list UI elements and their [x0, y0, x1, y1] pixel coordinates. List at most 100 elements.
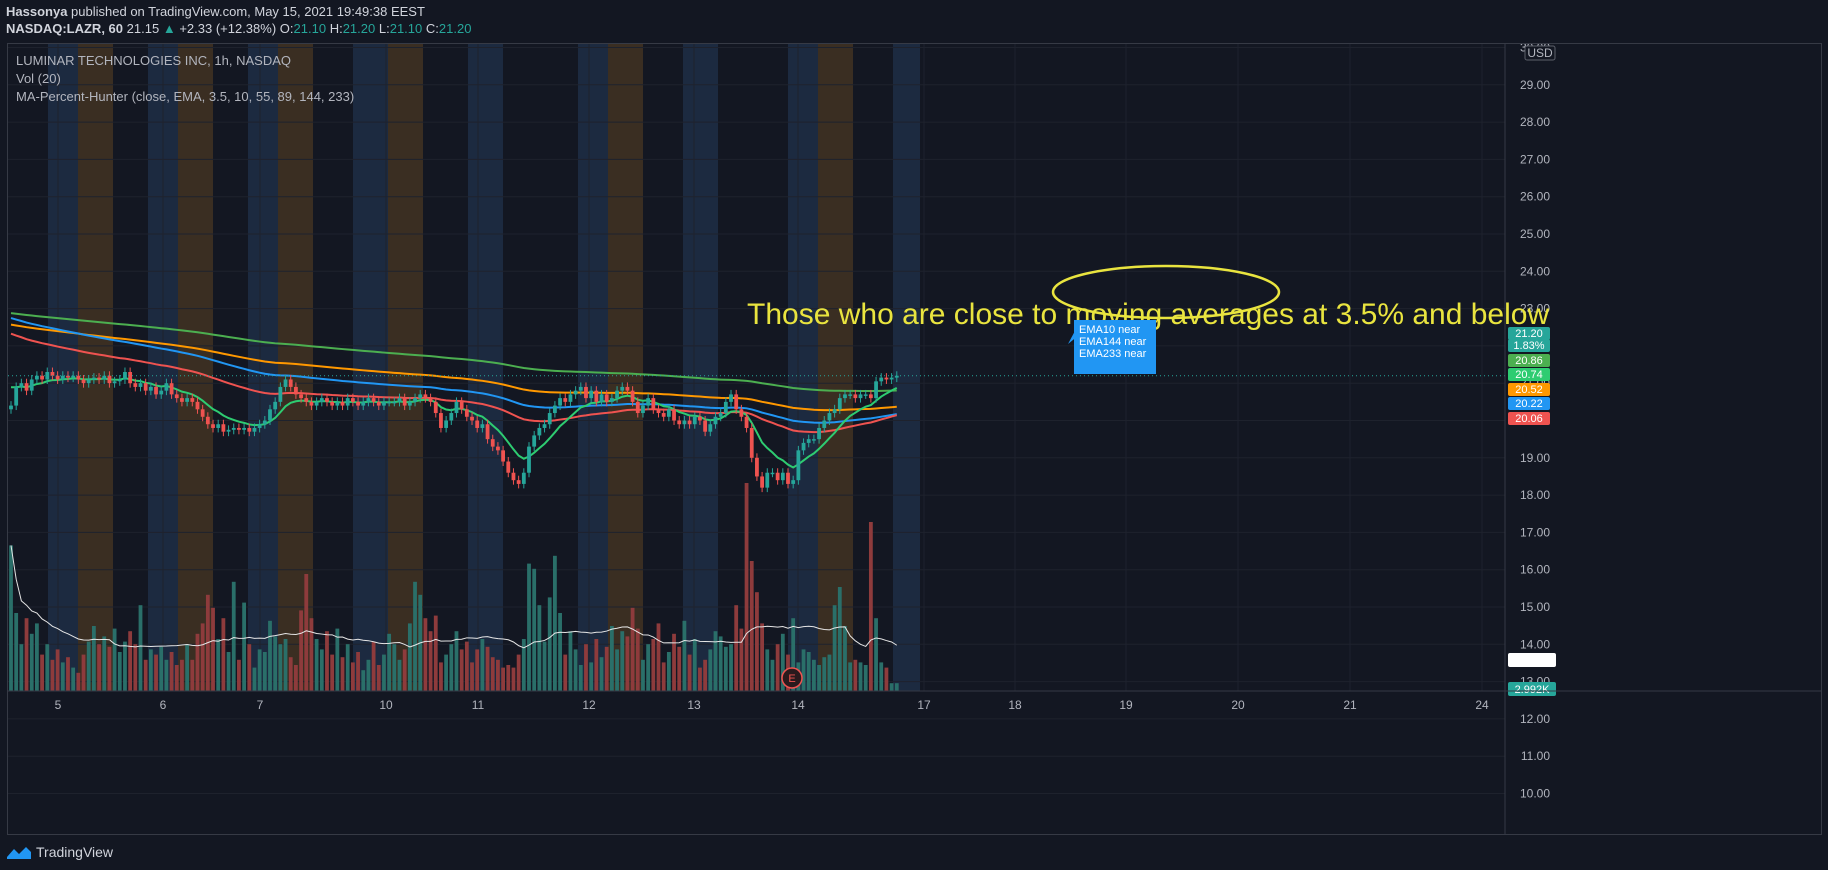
candle-body — [60, 375, 65, 380]
candle-body — [656, 409, 661, 414]
volume-bar — [449, 644, 454, 691]
candle-body — [599, 394, 604, 402]
candle-body — [786, 472, 790, 484]
session-band — [788, 44, 818, 691]
header-bar: Hassonya published on TradingView.com, M… — [0, 0, 1828, 40]
volume-tag — [1508, 653, 1556, 667]
symbol-label[interactable]: NASDAQ:LAZR, 60 — [6, 21, 124, 36]
volume-bar — [817, 665, 821, 691]
volume-bar — [9, 545, 13, 691]
volume-bar — [231, 581, 236, 691]
candle-body — [216, 424, 221, 428]
legend-indicator[interactable]: MA-Percent-Hunter (close, EMA, 3.5, 10, … — [16, 89, 355, 104]
volume-bar — [485, 646, 490, 691]
volume-bar — [682, 620, 687, 691]
highlight-ellipse[interactable] — [1051, 264, 1281, 320]
currency-badge[interactable] — [1524, 45, 1556, 61]
price-tick-label: 12.00 — [1520, 712, 1550, 726]
candle-body — [708, 424, 713, 432]
volume-bar — [723, 646, 728, 691]
candle-body — [444, 420, 449, 428]
candle-body — [666, 409, 671, 417]
earnings-marker[interactable] — [781, 667, 803, 689]
volume-bar — [775, 644, 780, 691]
volume-bar — [666, 652, 671, 691]
candle-body — [868, 394, 873, 399]
volume-bar — [433, 615, 438, 691]
candle-body — [791, 480, 796, 484]
candle-body — [553, 405, 557, 414]
candle-body — [760, 476, 764, 488]
candle-body — [609, 398, 614, 402]
candle-body — [288, 379, 293, 387]
volume-bar — [128, 631, 133, 691]
candle-body — [817, 427, 821, 440]
legend-volume[interactable]: Vol (20) — [16, 71, 61, 86]
candle-body — [837, 398, 842, 410]
volume-bar — [169, 652, 174, 691]
candle-body — [376, 401, 381, 406]
volume-bar — [221, 618, 226, 691]
candle-body — [485, 424, 490, 440]
volume-bar — [40, 654, 44, 691]
volume-bar — [216, 639, 221, 691]
chart-pane[interactable]: 30.0029.0028.0027.0026.0025.0024.0023.00… — [7, 43, 1822, 835]
session-band — [248, 44, 278, 691]
time-tick-label: 17 — [917, 698, 931, 712]
time-tick-label: 20 — [1231, 698, 1245, 712]
legend-title[interactable]: LUMINAR TECHNOLOGIES INC, 1h, NASDAQ — [16, 53, 291, 68]
volume-bar — [423, 618, 428, 691]
volume-bar — [630, 607, 635, 691]
volume-bar — [547, 597, 552, 691]
ema-callout[interactable]: EMA10 near EMA144 near EMA233 near — [1074, 320, 1156, 374]
volume-bar — [749, 561, 754, 691]
price-tick-label: 14.00 — [1520, 637, 1550, 651]
price-tag-label: 21.20 — [1515, 328, 1543, 340]
price-tag-label: 20.22 — [1515, 398, 1543, 410]
volume-bar — [123, 641, 127, 691]
volume-bar — [174, 665, 179, 691]
volume-bar — [537, 605, 542, 691]
volume-bar — [257, 649, 262, 691]
published-text: published on TradingView.com, May 15, 20… — [71, 4, 425, 19]
volume-bar — [459, 649, 464, 691]
volume-bar — [55, 649, 60, 691]
price-tag-label: 20.52 — [1515, 384, 1543, 396]
candle-body — [801, 442, 806, 451]
candle-body — [749, 427, 754, 458]
candle-body — [164, 383, 169, 391]
candle-body — [371, 398, 376, 402]
time-tick-label: 7 — [257, 698, 264, 712]
candle-body — [620, 386, 625, 391]
time-tick-label: 11 — [472, 698, 485, 712]
volume-bar — [635, 628, 640, 691]
candle-body — [304, 398, 309, 402]
volume-bar — [309, 618, 314, 691]
volume-bar — [848, 662, 853, 691]
volume-bar — [195, 633, 200, 691]
price-chart[interactable]: 30.0029.0028.0027.0026.0025.0024.0023.00… — [8, 44, 1821, 834]
volume-bar — [584, 644, 588, 691]
volume-bar — [350, 662, 355, 691]
author-name[interactable]: Hassonya — [6, 4, 68, 19]
candle-body — [154, 386, 158, 395]
candle-body — [423, 394, 428, 399]
volume-bar — [86, 641, 91, 691]
volume-bar — [801, 649, 806, 691]
volume-bar — [76, 672, 81, 691]
ema10-line — [10, 377, 898, 469]
volume-bar — [646, 644, 651, 691]
last-price: 21.15 — [126, 21, 160, 36]
candle-body — [682, 420, 687, 425]
tradingview-logo[interactable]: TradingView — [6, 844, 113, 860]
session-band — [818, 44, 853, 691]
candle-body — [190, 398, 195, 402]
volume-bar — [356, 652, 360, 691]
candle-body — [806, 439, 811, 443]
candle-body — [563, 398, 568, 402]
candle-body — [677, 420, 682, 425]
volume-bar — [812, 659, 816, 691]
volume-bar — [496, 659, 500, 691]
candle-body — [470, 416, 474, 421]
earnings-marker-label: E — [788, 673, 795, 685]
